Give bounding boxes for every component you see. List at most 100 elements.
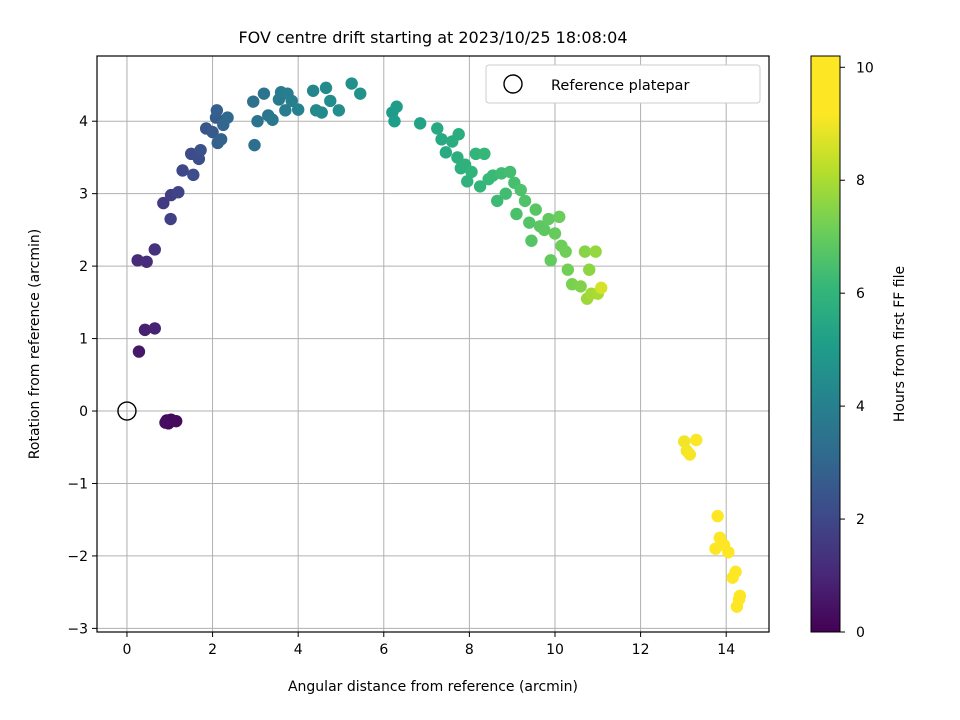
colorbar-gradient [810, 55, 841, 633]
data-point [291, 103, 305, 116]
data-point [257, 87, 271, 100]
data-point [544, 254, 557, 267]
data-point [221, 111, 234, 124]
data-point [132, 345, 146, 358]
colorbar: 0 2 4 6 8 10 Hours from first FF file [810, 55, 908, 641]
x-tick-label: 0 [123, 642, 132, 658]
data-point [194, 143, 207, 157]
y-tick-label: −1 [67, 476, 88, 492]
data-point [465, 165, 478, 179]
data-point [514, 183, 527, 197]
chart-title: FOV centre drift starting at 2023/10/25 … [238, 28, 627, 47]
data-point [159, 416, 172, 429]
data-point [678, 435, 691, 448]
data-point [553, 210, 566, 224]
x-tick-label: 10 [546, 642, 564, 658]
colorbar-tick-label: 6 [856, 286, 865, 302]
data-point [595, 281, 608, 295]
data-point [559, 245, 572, 258]
data-point [306, 84, 320, 97]
y-tick-label: 2 [79, 259, 88, 275]
data-point [148, 322, 161, 335]
data-point [733, 589, 747, 602]
data-point [176, 164, 189, 177]
data-point [510, 207, 523, 221]
colorbar-tick-label: 10 [856, 60, 874, 76]
data-point [157, 196, 170, 210]
data-point [248, 138, 261, 152]
x-tick-label: 12 [632, 642, 650, 658]
y-axis-label: Rotation from reference (arcmin) [27, 229, 43, 459]
data-point [469, 147, 483, 161]
data-point [578, 245, 592, 258]
data-point [266, 113, 279, 126]
y-tick-label: 3 [79, 187, 88, 203]
data-point [499, 187, 512, 200]
data-point [711, 509, 724, 523]
data-point [332, 104, 346, 117]
data-point [388, 115, 401, 128]
data-point [354, 87, 367, 100]
data-point [214, 133, 228, 146]
data-point [164, 212, 177, 226]
y-tick-label: −3 [67, 621, 88, 637]
data-point [206, 125, 219, 139]
data-point [210, 104, 224, 117]
data-point [491, 194, 504, 208]
data-point [140, 255, 153, 268]
data-point [279, 104, 292, 117]
data-point [285, 94, 298, 108]
data-point [138, 323, 152, 337]
data-point [439, 146, 453, 159]
data-point [542, 212, 555, 226]
x-axis: 0 2 4 6 8 10 12 14 [123, 632, 735, 658]
data-point [452, 128, 465, 141]
x-tick-label: 8 [465, 642, 474, 658]
colorbar-tick-label: 0 [856, 625, 865, 641]
data-point [473, 180, 487, 193]
data-point [574, 280, 587, 293]
points-layer [131, 77, 747, 613]
data-point [345, 77, 358, 90]
data-point [589, 245, 602, 258]
data-point [247, 95, 260, 108]
data-point [324, 94, 337, 108]
colorbar-tick-label: 8 [856, 173, 865, 189]
data-point [523, 216, 536, 229]
legend-box [485, 64, 761, 104]
data-point [518, 194, 532, 208]
data-point [722, 546, 735, 559]
y-tick-label: 1 [79, 332, 88, 348]
plot-frame [96, 55, 770, 633]
data-point [525, 234, 538, 247]
data-point [461, 175, 474, 188]
data-point [390, 100, 403, 113]
legend-label: Reference platepar [551, 78, 689, 94]
legend: Reference platepar [485, 64, 761, 104]
colorbar-label: Hours from first FF file [892, 266, 908, 422]
grid [97, 56, 769, 632]
data-point [435, 133, 448, 146]
y-tick-label: −2 [67, 549, 88, 565]
data-point [172, 186, 185, 199]
x-tick-label: 4 [294, 642, 303, 658]
x-tick-label: 6 [379, 642, 388, 658]
data-point [251, 115, 264, 128]
data-point [315, 106, 328, 119]
data-point [413, 117, 427, 130]
data-point [529, 203, 542, 216]
data-point [431, 122, 444, 135]
legend-marker [503, 74, 523, 94]
data-point [319, 81, 333, 95]
data-point [503, 165, 517, 179]
data-point [187, 168, 200, 182]
data-point [478, 147, 491, 161]
data-point [169, 414, 183, 428]
colorbar-tick-label: 2 [856, 512, 865, 528]
data-point [561, 263, 575, 276]
data-point [690, 433, 703, 447]
x-tick-label: 14 [717, 642, 735, 658]
data-point [729, 565, 742, 579]
x-axis-label: Angular distance from reference (arcmin) [288, 679, 578, 695]
